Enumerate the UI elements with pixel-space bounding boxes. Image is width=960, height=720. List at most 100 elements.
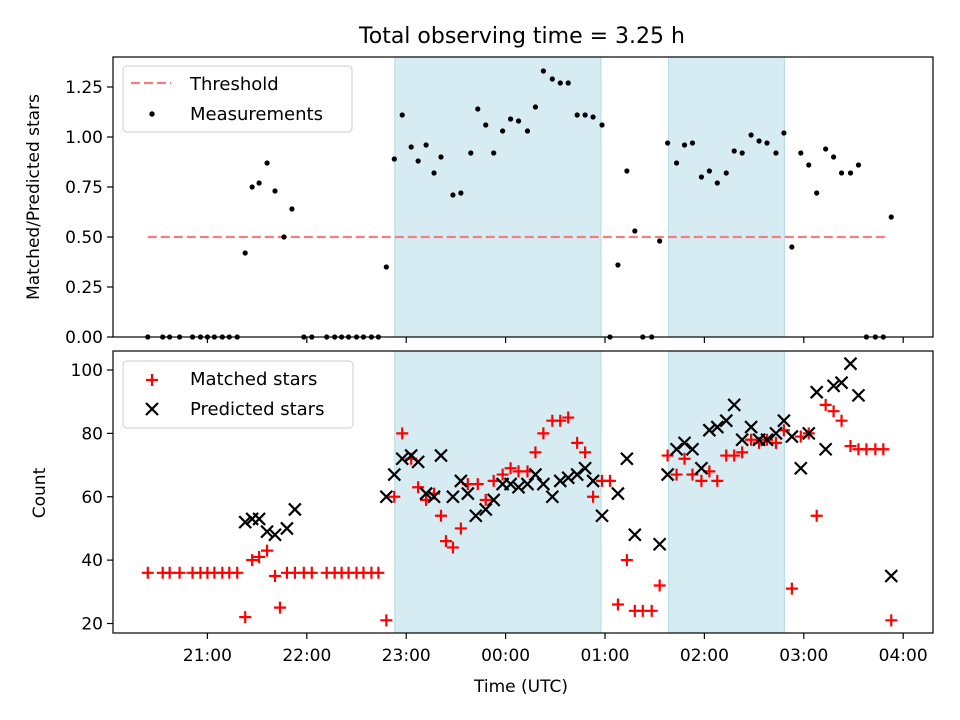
predicted-star-point	[884, 569, 899, 583]
matched-star-point	[670, 468, 683, 481]
bottom-matched-points	[141, 398, 898, 627]
predicted-star-point	[760, 432, 774, 447]
matched-star-point	[678, 452, 691, 465]
measurement-point	[723, 170, 729, 176]
measurement-point	[242, 250, 248, 256]
x-tick-label: 21:00	[183, 646, 232, 666]
top-legend: Threshold Measurements	[122, 65, 353, 133]
bottom-y-tick-label: 60	[81, 488, 103, 508]
measurement-point	[383, 264, 389, 270]
measurement-point	[806, 162, 812, 168]
matched-star-point	[496, 468, 509, 481]
matched-star-point	[261, 544, 274, 557]
top-shaded-region-1	[394, 56, 602, 338]
matched-star-point	[885, 614, 898, 627]
predicted-star-point	[379, 489, 394, 504]
measurement-point	[540, 68, 546, 74]
predicted-star-point	[744, 420, 758, 434]
measurement-point	[599, 122, 605, 128]
x-tick-label: 23:00	[382, 646, 431, 666]
measurement-point	[264, 160, 270, 166]
matched-star-point	[587, 490, 600, 503]
measurement-point	[689, 140, 696, 146]
measurement-point	[450, 192, 456, 198]
predicted-star-point	[419, 486, 433, 501]
predicted-star-point	[669, 442, 684, 457]
top-y-ticks: 0.00 0.25 0.50 0.75 1.00 1.25	[65, 78, 113, 348]
matched-star-point	[537, 427, 550, 440]
predicted-star-point	[395, 451, 410, 466]
measurement-point	[615, 262, 621, 268]
matched-star-point	[645, 604, 658, 617]
measurement-point	[665, 140, 671, 146]
top-legend-box	[122, 65, 353, 133]
x-tick-label: 01:00	[581, 646, 630, 666]
top-panel: 0.00 0.25 0.50 0.75 1.00 1.25 Matched/Predict…	[24, 56, 934, 348]
predicted-star-point	[677, 436, 692, 450]
measurement-point	[438, 154, 444, 160]
top-y-tick-label: 0.50	[65, 228, 103, 248]
legend-matched-label: Matched stars	[190, 369, 317, 390]
bottom-y-tick-label: 40	[81, 551, 103, 571]
measurement-point	[831, 154, 837, 160]
matched-star-point	[446, 541, 459, 554]
measurement-point	[431, 170, 437, 176]
measurement-point	[739, 150, 745, 156]
predicted-star-point	[238, 515, 252, 529]
predicted-star-point	[503, 477, 518, 491]
predicted-star-point	[434, 448, 448, 463]
predicted-star-point	[710, 420, 725, 434]
measurement-point	[748, 132, 754, 138]
measurement-point	[500, 128, 506, 134]
bottom-legend: Matched stars Predicted stars	[122, 360, 354, 429]
matched-star-point	[562, 411, 575, 424]
predicted-star-point	[280, 521, 294, 536]
matched-star-point	[454, 522, 467, 535]
predicted-star-point	[818, 442, 833, 457]
matched-star-point	[835, 414, 848, 427]
matched-star-point	[231, 566, 244, 579]
bottom-shaded-regions	[394, 350, 785, 634]
measurement-point	[515, 118, 522, 124]
bottom-legend-box	[122, 360, 354, 429]
measurement-point	[823, 146, 829, 152]
matched-star-point	[827, 405, 840, 418]
x-tick-label: 22:00	[282, 646, 331, 666]
matched-star-point	[844, 440, 857, 453]
measurement-point	[532, 104, 539, 110]
x-tick-label: 03:00	[779, 646, 828, 666]
predicted-star-point	[427, 489, 441, 504]
matched-star-point	[745, 433, 758, 446]
predicted-star-point	[735, 432, 749, 447]
measurement-point	[632, 228, 638, 234]
measurement-point	[399, 112, 405, 118]
measurement-point	[624, 168, 630, 174]
predicted-star-point	[611, 486, 625, 501]
measurement-point	[391, 156, 397, 162]
matched-star-point	[620, 554, 633, 567]
bottom-y-axis-label: Count	[30, 467, 50, 518]
top-y-tick-label: 0.00	[65, 328, 103, 348]
legend-predicted-label: Predicted stars	[190, 399, 324, 420]
legend-measurements-swatch	[149, 111, 155, 117]
predicted-star-point	[595, 508, 609, 523]
predicted-star-point	[411, 455, 425, 469]
measurement-point	[272, 188, 278, 194]
matched-star-point	[396, 427, 409, 440]
legend-threshold-label: Threshold	[189, 74, 279, 95]
x-tick-label: 04:00	[879, 646, 928, 666]
measurement-point	[574, 112, 580, 118]
predicted-star-point	[785, 429, 799, 444]
predicted-star-point	[801, 426, 816, 441]
bottom-panel: 20 40 60 80 100 21:00 22:00 23:00 00:00 01:00 02:…	[30, 350, 934, 697]
top-measurement-points	[145, 68, 894, 340]
measurement-point	[781, 130, 787, 136]
matched-star-point	[479, 493, 492, 506]
legend-measurements-label: Measurements	[190, 104, 323, 125]
legend-predicted-swatch	[145, 402, 159, 416]
matched-star-point	[239, 611, 252, 624]
measurement-point	[706, 168, 712, 174]
predicted-star-point	[794, 461, 808, 476]
measurement-point	[289, 206, 295, 212]
